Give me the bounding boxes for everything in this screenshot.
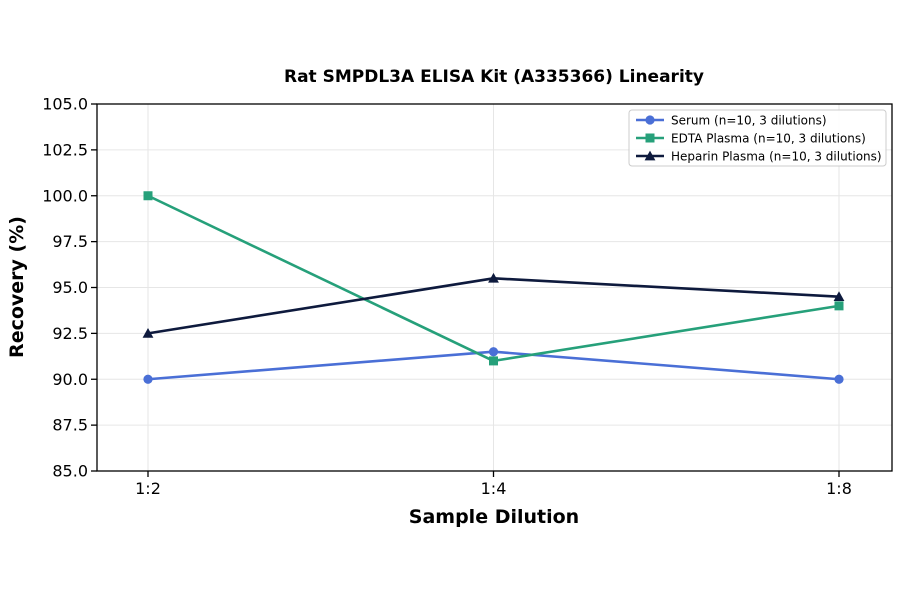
- data-point: [488, 272, 499, 283]
- legend-marker: [645, 133, 655, 143]
- y-tick-label: 105.0: [42, 95, 88, 114]
- data-point: [488, 347, 499, 357]
- y-tick-label: 92.5: [52, 324, 88, 343]
- data-point: [142, 327, 154, 338]
- x-axis: 1:2 1:4 1:8: [135, 471, 852, 498]
- x-axis-label: Sample Dilution: [409, 506, 579, 528]
- legend-label: Serum (n=10, 3 dilutions): [671, 113, 827, 127]
- y-tick-label: 87.5: [52, 416, 88, 435]
- series-3: [142, 272, 845, 338]
- data-point: [489, 356, 498, 366]
- legend-entry: Serum (n=10, 3 dilutions): [636, 113, 827, 127]
- legend: Serum (n=10, 3 dilutions) EDTA Plasma (n=…: [628, 109, 887, 167]
- y-axis: 85.0 87.5 90.0 92.5 95.0 97.5 100.0 102.5 105.0: [42, 95, 97, 481]
- y-tick-label: 95.0: [52, 278, 88, 297]
- data-point: [834, 301, 844, 311]
- legend-entry: EDTA Plasma (n=10, 3 dilutions): [636, 131, 866, 145]
- x-tick-label: 1:4: [481, 479, 507, 498]
- legend-marker: [645, 115, 655, 125]
- x-tick-label: 1:2: [135, 479, 161, 498]
- y-tick-label: 102.5: [42, 140, 88, 159]
- legend-marker: [644, 150, 656, 161]
- legend-label: Heparin Plasma (n=10, 3 dilutions): [671, 149, 882, 163]
- y-tick-label: 85.0: [52, 462, 88, 481]
- data-point: [833, 291, 845, 301]
- y-tick-label: 90.0: [52, 370, 88, 389]
- y-tick-label: 100.0: [42, 186, 88, 205]
- series-1: [143, 347, 844, 384]
- x-tick-label: 1:8: [826, 479, 852, 498]
- legend-entry: Heparin Plasma (n=10, 3 dilutions): [636, 149, 882, 163]
- y-tick-label: 97.5: [52, 232, 88, 251]
- y-axis-label: Recovery (%): [6, 216, 28, 358]
- legend-label: EDTA Plasma (n=10, 3 dilutions): [671, 131, 866, 145]
- data-point: [834, 374, 844, 384]
- series-group: [142, 191, 845, 384]
- legend-box: [628, 109, 887, 167]
- data-point: [143, 374, 153, 384]
- data-point: [143, 191, 153, 201]
- chart-title: Rat SMPDL3A ELISA Kit (A335366) Linearit…: [284, 67, 704, 87]
- series-2: [143, 191, 844, 366]
